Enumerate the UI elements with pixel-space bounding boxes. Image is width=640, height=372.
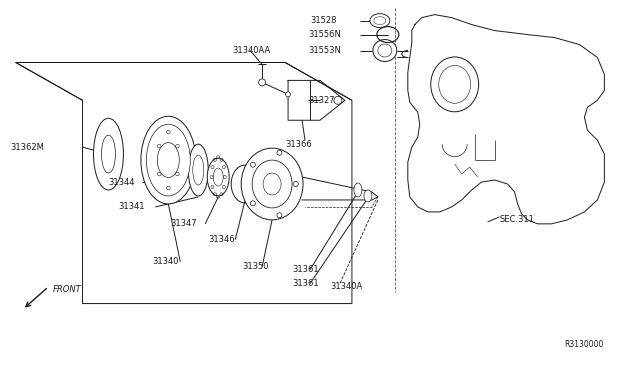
Ellipse shape (374, 17, 386, 25)
Text: 31350: 31350 (242, 262, 269, 271)
Circle shape (259, 79, 266, 86)
Ellipse shape (370, 14, 390, 28)
Text: 31327: 31327 (308, 96, 335, 105)
Ellipse shape (431, 57, 479, 112)
Text: 31553N: 31553N (308, 46, 341, 55)
Text: SEC.311: SEC.311 (500, 215, 534, 224)
Text: 31528: 31528 (310, 16, 337, 25)
Text: R3130000: R3130000 (564, 340, 604, 349)
Text: 31366: 31366 (285, 140, 312, 149)
Circle shape (175, 172, 179, 176)
Circle shape (157, 144, 161, 148)
Text: 31340AA: 31340AA (232, 46, 271, 55)
Ellipse shape (141, 116, 196, 204)
Text: 31362M: 31362M (11, 142, 45, 152)
Ellipse shape (241, 148, 303, 220)
Ellipse shape (373, 39, 397, 61)
Circle shape (175, 144, 179, 148)
Text: 31340A: 31340A (330, 282, 362, 291)
Ellipse shape (213, 168, 223, 186)
Text: 31347: 31347 (170, 219, 197, 228)
Text: 31341: 31341 (118, 202, 145, 211)
Text: 31340: 31340 (152, 257, 179, 266)
Text: 31344: 31344 (108, 177, 135, 186)
Ellipse shape (439, 65, 470, 103)
Ellipse shape (157, 143, 179, 177)
Ellipse shape (354, 183, 362, 197)
Ellipse shape (147, 124, 190, 196)
Text: 31361: 31361 (292, 265, 319, 274)
Ellipse shape (364, 190, 372, 202)
Ellipse shape (207, 158, 229, 196)
Ellipse shape (193, 155, 204, 185)
Text: FRONT: FRONT (52, 285, 81, 294)
Ellipse shape (93, 118, 124, 190)
Text: 31556N: 31556N (308, 30, 341, 39)
Text: 31361: 31361 (292, 279, 319, 288)
Ellipse shape (188, 144, 208, 196)
Circle shape (285, 92, 291, 97)
Ellipse shape (252, 160, 292, 208)
Circle shape (157, 172, 161, 176)
Circle shape (166, 131, 170, 134)
Text: 31346: 31346 (208, 235, 235, 244)
Ellipse shape (263, 173, 281, 195)
Circle shape (166, 186, 170, 190)
Ellipse shape (378, 44, 392, 57)
